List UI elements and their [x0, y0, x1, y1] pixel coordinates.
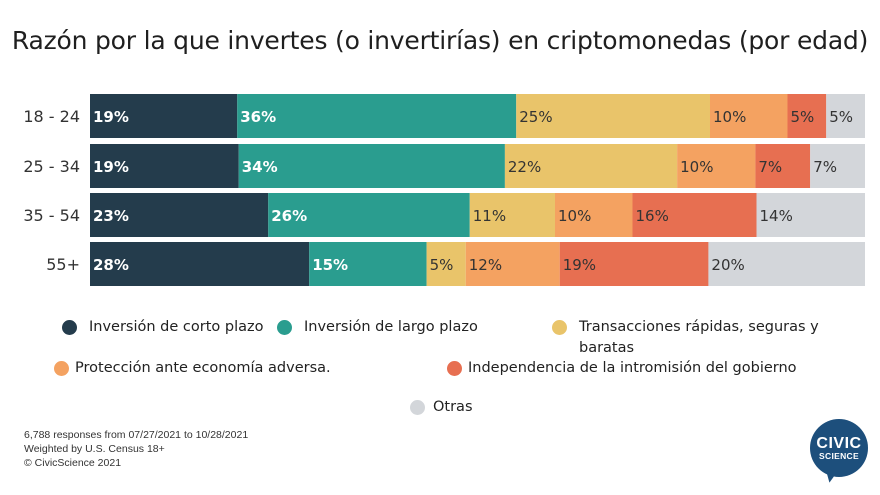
- data-label: 5%: [791, 108, 815, 126]
- bar-segment: [90, 193, 269, 237]
- bar-segment: [90, 242, 310, 286]
- data-label: 10%: [680, 158, 713, 176]
- bar-segment: [826, 94, 865, 138]
- bar-segment: [426, 242, 466, 286]
- footer-copyright: © CivicScience 2021: [24, 457, 122, 469]
- legend-item-independencia: Independencia de la intromisión del gobi…: [447, 358, 797, 379]
- legend-label: Inversión de corto plazo: [89, 319, 264, 335]
- logo-text-science: SCIENCE: [819, 450, 859, 461]
- bar-segment: [309, 242, 427, 286]
- legend-label: Transacciones rápidas, seguras y baratas: [579, 319, 819, 356]
- legend-swatch: [410, 400, 425, 415]
- legend-label: Otras: [433, 399, 473, 415]
- legend-item-proteccion: Protección ante economía adversa.: [54, 358, 331, 379]
- bar-segment: [268, 193, 470, 237]
- data-label: 11%: [473, 207, 506, 225]
- data-label: 16%: [636, 207, 669, 225]
- bar-segment: [90, 144, 239, 188]
- data-label: 25%: [519, 108, 552, 126]
- bar-segment: [756, 193, 865, 237]
- legend-label: Protección ante economía adversa.: [75, 360, 331, 376]
- footer-notes: 6,788 responses from 07/27/2021 to 10/28…: [24, 428, 248, 470]
- legend-label: Inversión de largo plazo: [304, 319, 478, 335]
- logo-text-civic: CIVIC: [816, 434, 862, 452]
- data-label: 7%: [813, 158, 837, 176]
- bar-segment: [516, 94, 710, 138]
- legend-item-transacciones: Transacciones rápidas, seguras y baratas: [552, 317, 832, 359]
- bar-segment: [237, 94, 517, 138]
- data-label: 20%: [711, 256, 744, 274]
- stacked-bar-chart: 18 - 24 19% 36% 25% 10% 5% 5% 25 - 34 19% 34% 22% 1…: [23, 94, 865, 286]
- data-label: 19%: [563, 256, 596, 274]
- bar-segment: [677, 144, 756, 188]
- data-label: 14%: [760, 207, 793, 225]
- data-label: 23%: [93, 207, 129, 225]
- data-label: 12%: [469, 256, 502, 274]
- bar-segment: [465, 242, 560, 286]
- chart-title: Razón por la que invertes (o invertirías…: [11, 26, 869, 55]
- legend-item-corto: Inversión de corto plazo: [62, 317, 264, 338]
- bar-segment: [469, 193, 555, 237]
- data-label: 28%: [93, 256, 129, 274]
- category-label: 35 - 54: [23, 206, 80, 225]
- bar-segment: [559, 242, 709, 286]
- bar-segment: [238, 144, 505, 188]
- bar-segment: [90, 94, 238, 138]
- data-label: 10%: [558, 207, 591, 225]
- bar-segment: [555, 193, 633, 237]
- bar-segment: [787, 94, 827, 138]
- legend-item-largo: Inversión de largo plazo: [277, 317, 478, 338]
- footer-responses: 6,788 responses from 07/27/2021 to 10/28…: [24, 429, 249, 441]
- legend-swatch: [62, 320, 77, 335]
- data-label: 22%: [508, 158, 541, 176]
- data-label: 19%: [93, 108, 129, 126]
- legend-label: Independencia de la intromisión del gobi…: [468, 360, 797, 376]
- category-label: 25 - 34: [23, 157, 80, 176]
- legend-swatch: [54, 361, 69, 376]
- legend-swatch: [552, 320, 567, 335]
- data-label: 10%: [713, 108, 746, 126]
- civicscience-logo: CIVIC SCIENCE: [810, 419, 868, 477]
- bar-segment: [710, 94, 788, 138]
- bar-segment: [632, 193, 757, 237]
- data-label: 15%: [312, 256, 348, 274]
- footer-weighting: Weighted by U.S. Census 18+: [24, 443, 165, 455]
- bar-segment: [708, 242, 865, 286]
- category-label: 55+: [46, 255, 80, 274]
- bar-segment: [810, 144, 865, 188]
- bar-segment: [755, 144, 811, 188]
- data-label: 34%: [242, 158, 278, 176]
- data-label: 19%: [93, 158, 129, 176]
- data-label: 26%: [271, 207, 307, 225]
- data-label: 36%: [240, 108, 276, 126]
- data-label: 7%: [758, 158, 782, 176]
- legend-item-otras: Otras: [410, 397, 473, 418]
- legend-swatch: [277, 320, 292, 335]
- data-label: 5%: [430, 256, 454, 274]
- bar-segment: [504, 144, 678, 188]
- category-label: 18 - 24: [23, 107, 80, 126]
- legend-swatch: [447, 361, 462, 376]
- data-label: 5%: [829, 108, 853, 126]
